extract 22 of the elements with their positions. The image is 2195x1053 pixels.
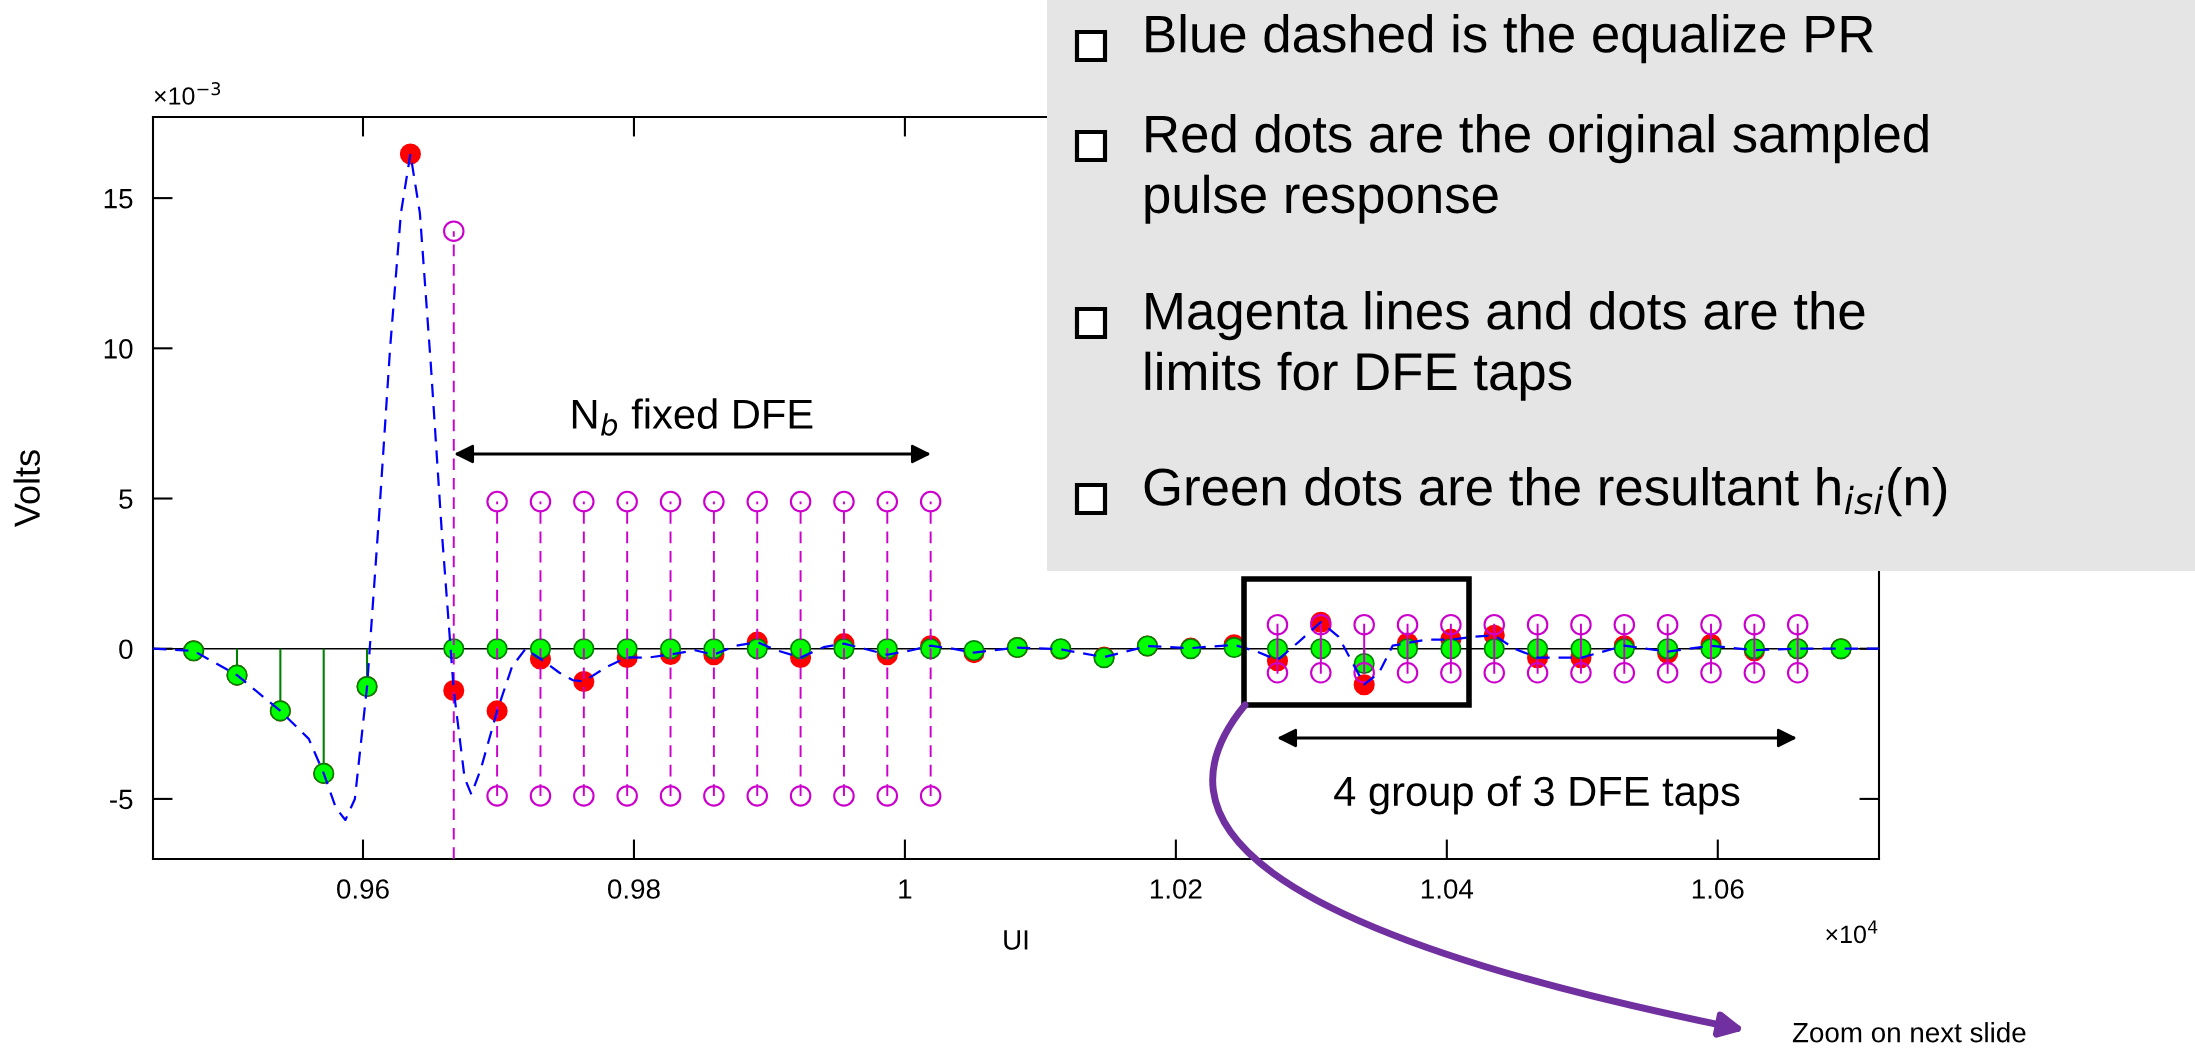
x-tick-label: 0.98 <box>608 879 660 899</box>
y-tick-label: 5 <box>119 489 133 509</box>
y-tick-label: 10 <box>104 338 133 359</box>
annotation: Magenta lines and dots are the limits for DFE taps <box>1145 291 1865 401</box>
text: Blue dashed is the equalize PR <box>1146 14 1874 64</box>
text: Zoom on next slide <box>1792 1022 2026 1043</box>
annotation: Red dots are the original sampled pulse response <box>1145 114 1928 224</box>
y-tick-label: 15 <box>104 189 133 209</box>
y-tick-label: 0 <box>119 639 133 660</box>
text: ×10$^{4}$ <box>1826 920 1878 944</box>
annotation: Green dots are the resultant h$_{isi}$(n) <box>1144 467 1947 517</box>
y-axis-title: Volts <box>13 450 40 527</box>
annotation: N$_{b}$ fixed DFE <box>572 398 813 436</box>
x-tick-label: 1.04 <box>1421 879 1474 899</box>
x-tick-label: 1.02 <box>1150 879 1202 899</box>
y-tick-label: -5 <box>110 789 133 810</box>
annotation: 4 group of 3 DFE taps <box>1334 775 1740 815</box>
x-axis-title: UI <box>1004 930 1028 950</box>
x-tick-label: 0.96 <box>337 879 389 899</box>
text: ×10$^{−3}$ <box>154 82 221 105</box>
x-tick-label: 1.06 <box>1692 879 1744 899</box>
x-tick-label: 1 <box>899 879 912 899</box>
